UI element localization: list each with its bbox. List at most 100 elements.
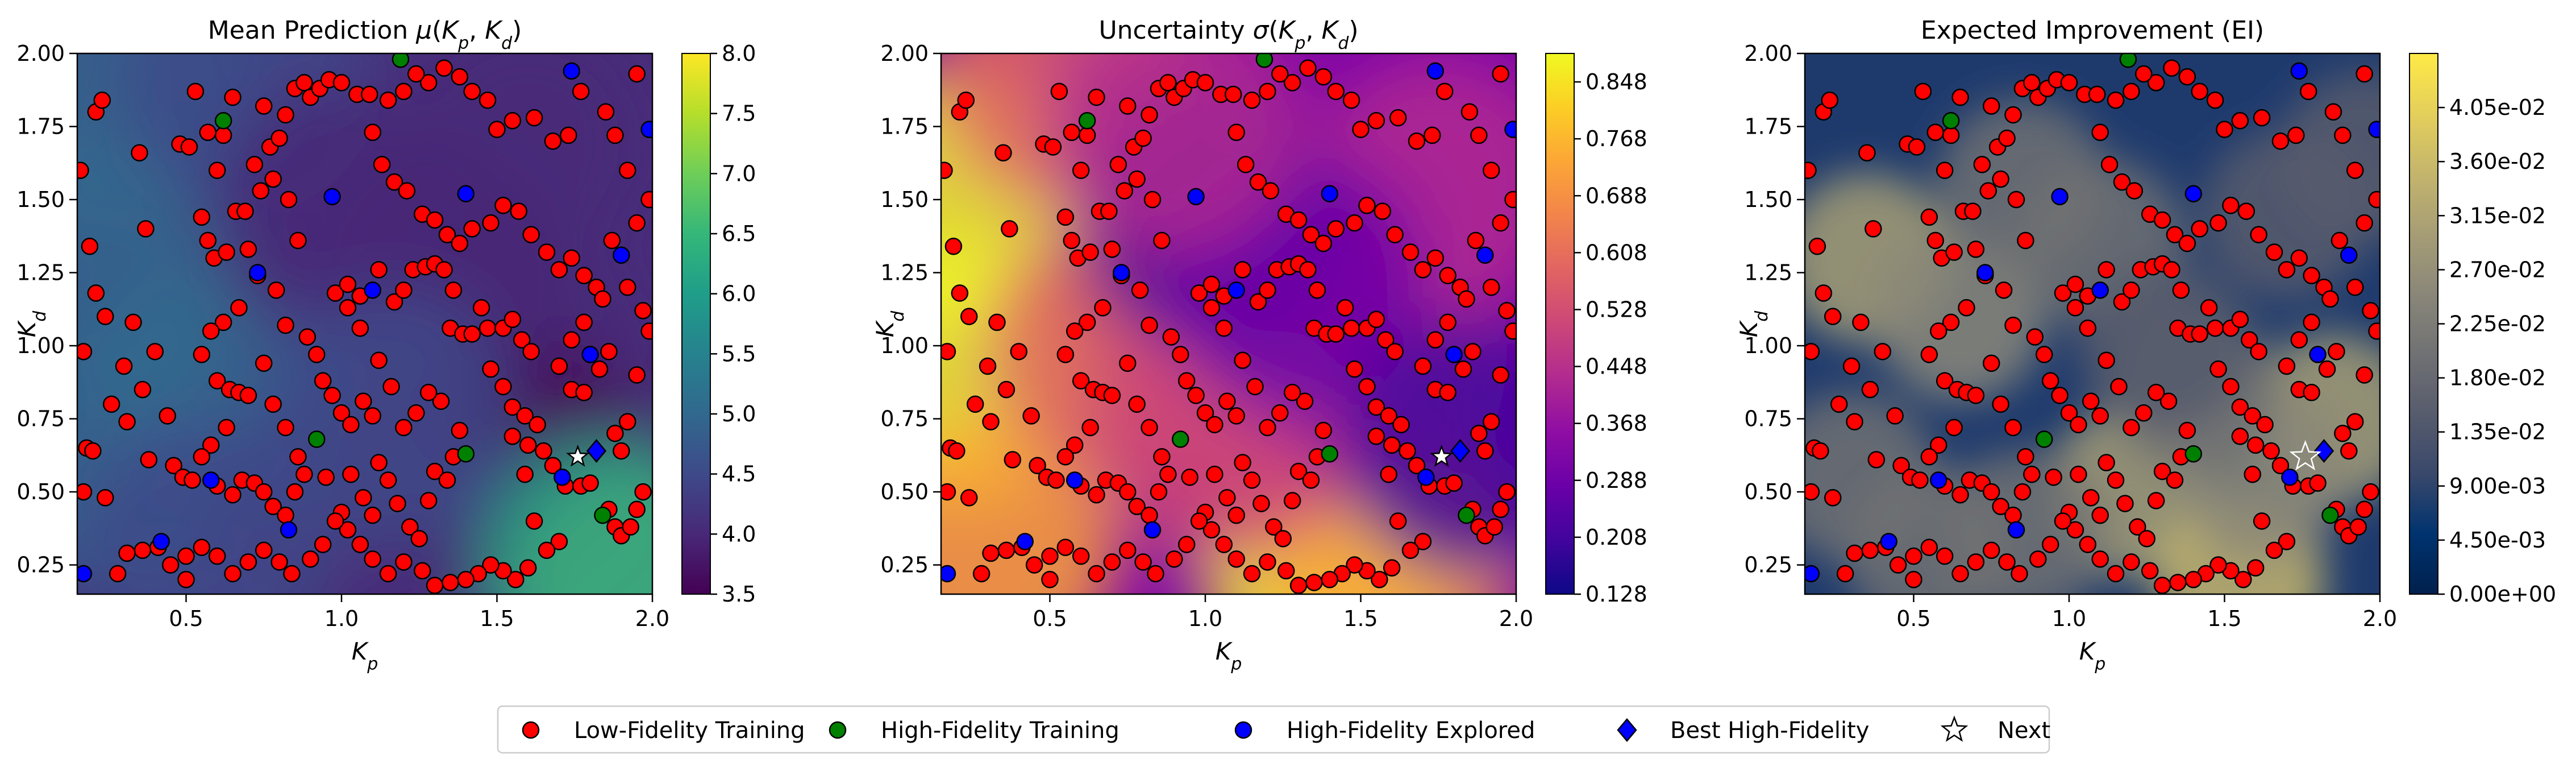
low-fidelity-point xyxy=(560,126,577,144)
low-fidelity-point xyxy=(960,308,978,325)
high-fidelity-training-point xyxy=(1171,430,1189,448)
low-fidelity-point xyxy=(214,126,232,144)
low-fidelity-point xyxy=(2240,331,2258,349)
low-fidelity-point xyxy=(2153,577,2171,594)
low-fidelity-point xyxy=(180,138,198,156)
low-fidelity-point xyxy=(2091,123,2109,142)
low-fidelity-point xyxy=(941,161,953,179)
low-fidelity-point xyxy=(2290,249,2308,267)
low-fidelity-point xyxy=(590,360,609,378)
low-fidelity-point xyxy=(2135,65,2153,83)
high-fidelity-explored-point xyxy=(563,62,581,80)
low-fidelity-point xyxy=(2079,536,2097,553)
low-fidelity-point xyxy=(1942,313,1960,331)
low-fidelity-point xyxy=(1967,553,1985,571)
y-tick-label: 1.25 xyxy=(880,260,929,285)
low-fidelity-point xyxy=(307,346,326,363)
low-fidelity-point xyxy=(224,565,242,583)
low-fidelity-point xyxy=(1936,161,1954,179)
panel1-colorbar xyxy=(681,53,711,595)
high-fidelity-explored-point xyxy=(1426,62,1445,80)
low-fidelity-point xyxy=(379,91,397,109)
low-fidelity-point xyxy=(395,553,413,571)
low-fidelity-point xyxy=(1277,562,1295,580)
low-fidelity-point xyxy=(1259,281,1276,299)
low-fidelity-point xyxy=(1358,197,1376,214)
low-fidelity-point xyxy=(379,565,397,583)
low-fidelity-point xyxy=(1143,190,1162,209)
low-fidelity-point xyxy=(1044,138,1062,156)
low-fidelity-point xyxy=(1964,202,1982,220)
low-fidelity-point xyxy=(2088,85,2106,103)
low-fidelity-point xyxy=(516,407,534,425)
low-fidelity-point xyxy=(575,313,593,331)
low-fidelity-point xyxy=(2178,421,2196,440)
low-fidelity-point xyxy=(2209,556,2227,574)
low-fidelity-point xyxy=(488,121,506,138)
low-fidelity-point xyxy=(1861,380,1879,399)
low-fidelity-point xyxy=(1022,407,1040,425)
low-fidelity-point xyxy=(77,161,89,179)
panel1-xlabel: Kp xyxy=(352,637,378,674)
low-fidelity-point xyxy=(503,428,522,445)
panel-mean-prediction: Mean Prediction μ(Kp, Kd) 0.5 1.0 1.5 2.0 0… xyxy=(13,16,756,674)
y-tick-label: 2.00 xyxy=(1744,41,1792,66)
panel1-frame xyxy=(76,52,654,595)
low-fidelity-point xyxy=(1227,123,1245,142)
low-fidelity-point xyxy=(2163,59,2180,77)
high-fidelity-explored-point xyxy=(2290,62,2308,80)
low-fidelity-point xyxy=(1088,565,1105,583)
low-fidelity-point xyxy=(2328,343,2345,360)
low-fidelity-point xyxy=(1867,451,1886,469)
low-fidelity-point xyxy=(1824,489,1842,507)
low-fidelity-point xyxy=(1951,486,1969,504)
low-fidelity-point xyxy=(2262,442,2280,460)
low-fidelity-point xyxy=(550,357,568,375)
low-fidelity-point xyxy=(634,483,652,501)
high-fidelity-explored-point xyxy=(1417,469,1435,486)
low-fidelity-point xyxy=(370,261,388,279)
low-fidelity-point xyxy=(513,331,531,349)
low-fidelity-point xyxy=(2191,325,2208,343)
low-fidelity-point xyxy=(1118,354,1137,372)
low-fidelity-point xyxy=(1056,538,1075,557)
low-fidelity-point xyxy=(1371,571,1388,588)
low-fidelity-point xyxy=(618,278,636,296)
low-fidelity-point xyxy=(1215,319,1233,337)
panel2-x-ticks: 0.5 1.0 1.5 2.0 xyxy=(1033,594,1533,631)
low-fidelity-point xyxy=(2290,331,2308,349)
low-fidelity-point xyxy=(1408,457,1426,475)
low-fidelity-point xyxy=(2178,234,2196,252)
low-fidelity-point xyxy=(426,577,444,594)
colorbar-tick-label: 0.688 xyxy=(1585,183,1647,208)
low-fidelity-point xyxy=(1498,302,1516,320)
low-fidelity-point xyxy=(2169,574,2187,591)
low-fidelity-point xyxy=(1078,126,1096,144)
low-fidelity-point xyxy=(1858,144,1876,162)
low-fidelity-point xyxy=(2324,103,2342,121)
low-fidelity-point xyxy=(342,416,360,434)
low-fidelity-point xyxy=(1274,530,1292,548)
low-fidelity-point xyxy=(1951,88,1969,106)
low-fidelity-point xyxy=(277,316,294,334)
low-fidelity-point xyxy=(1414,533,1432,550)
low-fidelity-point xyxy=(87,284,105,302)
low-fidelity-point xyxy=(550,261,568,279)
low-fidelity-point xyxy=(1492,65,1509,83)
low-fidelity-point xyxy=(507,571,525,588)
low-fidelity-point xyxy=(186,82,205,101)
low-fidelity-point xyxy=(478,91,497,109)
low-fidelity-point xyxy=(1166,550,1183,568)
low-fidelity-point xyxy=(1206,465,1224,483)
low-fidelity-point xyxy=(503,398,522,416)
low-fidelity-point xyxy=(640,322,652,340)
low-fidelity-point xyxy=(1056,346,1075,363)
low-fidelity-point xyxy=(941,343,956,360)
low-fidelity-point xyxy=(2250,226,2267,243)
low-fidelity-point xyxy=(544,132,562,150)
low-fidelity-point xyxy=(177,547,195,565)
colorbar-tick-label: 7.5 xyxy=(722,101,756,126)
low-fidelity-point xyxy=(1100,202,1118,220)
low-fidelity-point xyxy=(1243,565,1261,583)
low-fidelity-point xyxy=(1482,413,1500,430)
